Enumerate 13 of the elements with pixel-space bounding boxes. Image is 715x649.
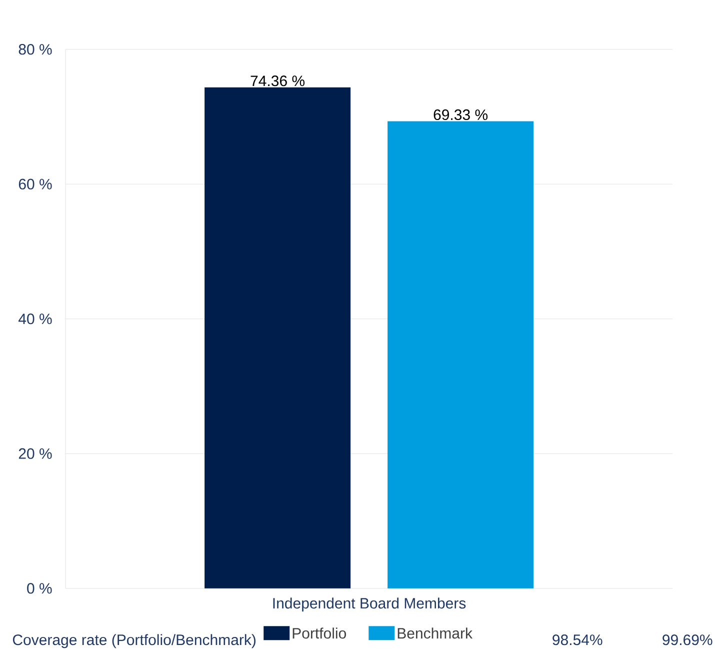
text: 98.54% [552,634,602,646]
data-label: 74.36 % [250,76,305,86]
text: Coverage rate (Portfolio/Benchmark) [12,634,256,648]
text: 99.69% [662,634,712,646]
y-tick-label: 0 % [27,583,52,594]
legend-label: Benchmark [398,628,472,639]
y-tick-label: 60 % [18,178,52,190]
legend-label: Portfolio [292,628,346,639]
y-tick-label: 80 % [18,44,52,55]
data-label: 69.33 % [434,109,488,120]
y-tick-label: 40 % [18,314,52,324]
y-tick-label: 20 % [18,448,52,459]
x-tick-label: Independent Board Members [273,598,466,612]
